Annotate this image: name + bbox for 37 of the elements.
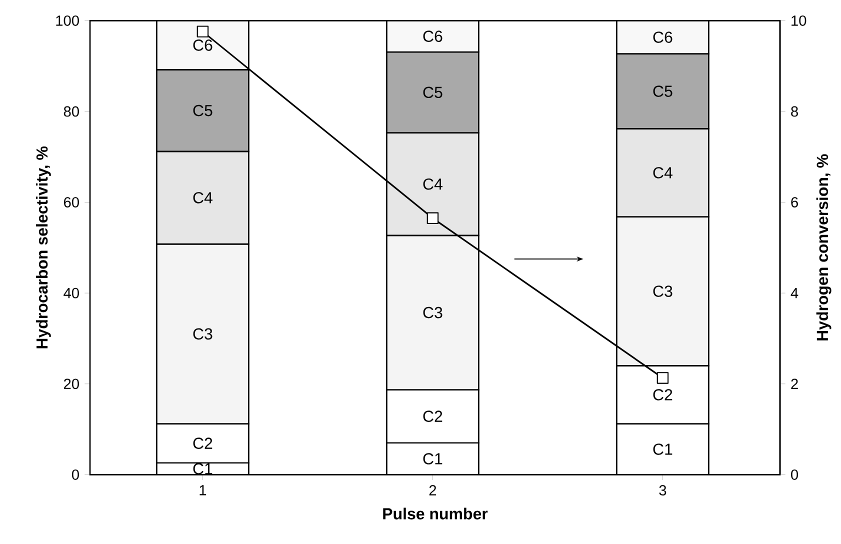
y-axis-title: Hydrocarbon selectivity, % [36,146,51,348]
x-tick-label: 1 [200,485,206,496]
x-tick-label: 2 [429,485,436,496]
series-label: C3 [423,306,442,318]
text: C3 [653,286,672,297]
y-tick-label: 40 [64,288,79,298]
text: C1 [423,453,442,464]
point [196,26,209,38]
y-tick-label: 100 [56,15,79,26]
y2-tick-label: 0 [791,469,798,480]
y2-tick-label: 8 [791,106,798,117]
text: C5 [193,104,212,116]
point [426,212,439,224]
y2-tick-label: 2 [791,378,798,389]
series-label: C4 [423,178,442,190]
text: C6 [193,40,212,51]
text: C4 [193,192,212,204]
y-tick-label: 0 [72,469,79,480]
text: C2 [653,389,672,400]
y2-tick-label: 10 [792,15,806,26]
series-label: C2 [193,438,212,449]
text: C6 [653,32,672,43]
y-tick-label: 20 [64,378,79,390]
x-axis-title: Pulse number [383,508,488,520]
text: C4 [653,167,672,178]
text: C2 [423,410,442,422]
y-tick-label: 60 [64,197,79,208]
y2-tick-label: 6 [791,197,798,208]
series-label: C6 [423,30,442,42]
series-label: C5 [653,86,672,97]
text: C1 [653,444,672,455]
y2-axis-title: Hydrogen conversion, % [816,154,832,340]
y2-tick-label: 4 [790,288,798,298]
x-tick-label: 3 [659,485,666,496]
text: C5 [423,86,442,98]
text: C3 [193,328,212,340]
y-tick-label: 80 [64,106,79,117]
